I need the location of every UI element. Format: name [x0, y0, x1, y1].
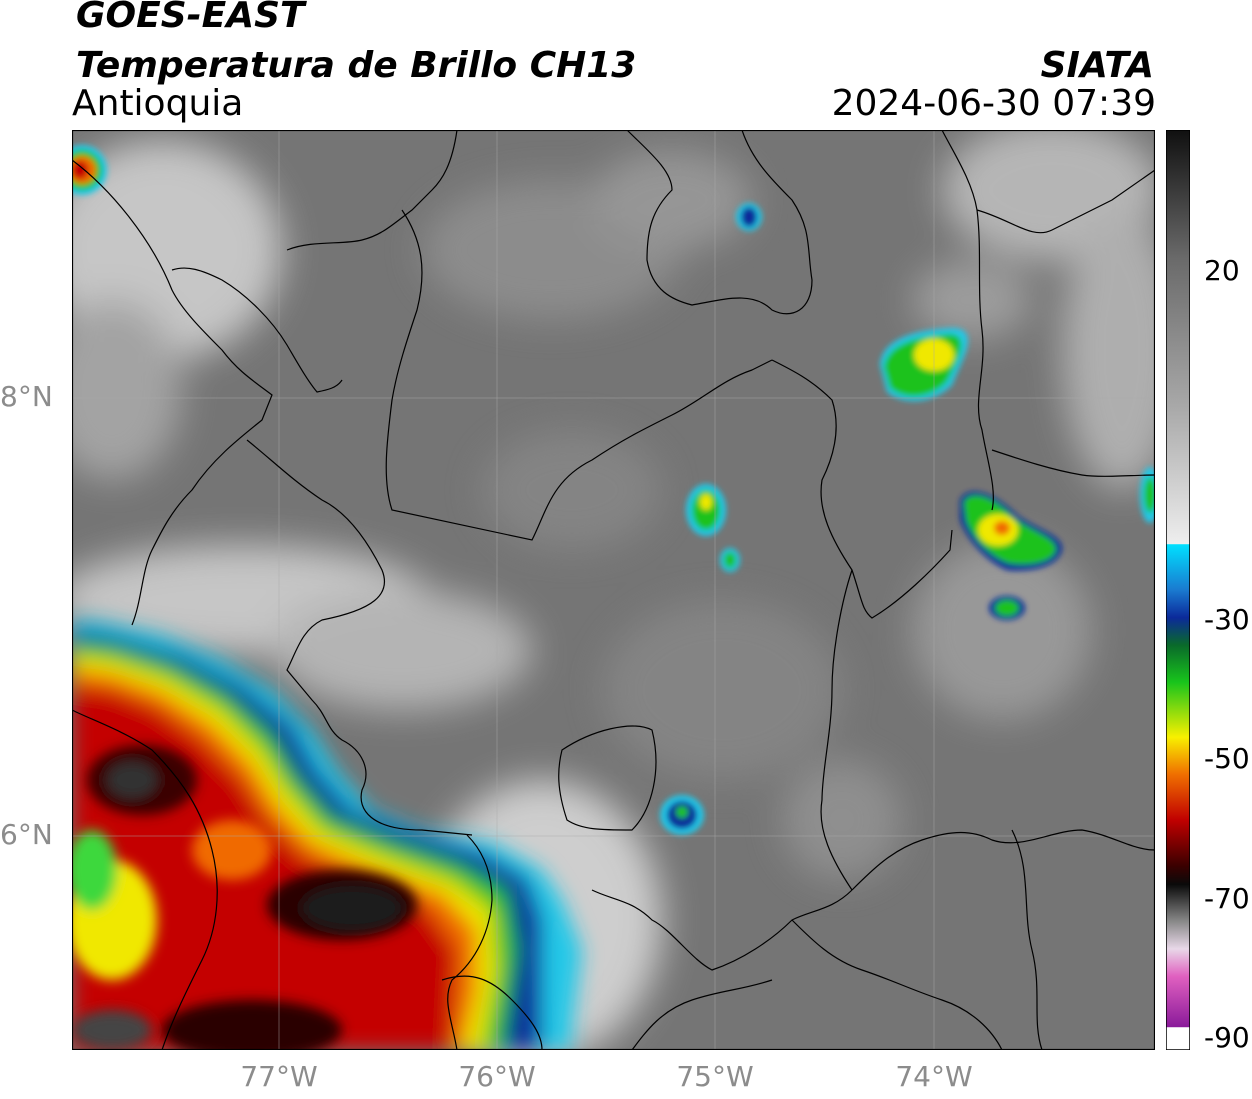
coastline-pacific [171, 267, 343, 393]
cloud-center-1 [602, 600, 842, 780]
region-label: Antioquia [72, 83, 244, 124]
colorbar [1166, 130, 1190, 1050]
colorbar-tick-minus30: -30 [1204, 603, 1250, 636]
storm-cell-center [686, 484, 740, 572]
storm-sw-orange-pocket [192, 820, 272, 880]
storm-sw-core-2 [107, 762, 157, 798]
dept-border-west [286, 130, 458, 251]
satellite-title: GOES-EAST [76, 0, 305, 36]
dept-border-chocó [246, 439, 473, 836]
dept-border-choco-s [72, 709, 218, 1050]
storm-sw-core-6 [72, 1010, 152, 1050]
storm-cell-nw [72, 145, 107, 195]
satellite-map [72, 130, 1155, 1050]
lon-label-75w: 75°W [676, 1060, 754, 1093]
dept-border-south-f [441, 975, 543, 1050]
storm-cell-south [660, 795, 704, 835]
cloud-ne-2 [1062, 210, 1155, 490]
storm-cell-ne [880, 328, 968, 402]
lon-label-74w: 74°W [895, 1060, 973, 1093]
dept-border-south-a [558, 725, 657, 831]
lat-label-8n: 8°N [0, 380, 53, 413]
colorbar-tick-minus70: -70 [1204, 882, 1250, 915]
dept-border-e2 [1011, 829, 1043, 1050]
cloud-center-2 [482, 430, 662, 550]
colorbar-tick-minus90: -90 [1204, 1021, 1250, 1054]
lat-label-6n: 6°N [0, 818, 53, 851]
storm-sw-core-4 [302, 886, 402, 930]
river-cauca [820, 569, 853, 891]
boundaries [72, 130, 1155, 1050]
dept-border-ne [941, 130, 994, 511]
cloud-south-1 [782, 760, 902, 880]
dept-border-ne3 [991, 449, 1155, 477]
storm-sw-core-5 [162, 1000, 342, 1050]
colorbar-tick-20: 20 [1204, 254, 1240, 287]
storm-sw-green-pocket [72, 830, 117, 910]
brand-label: SIATA [1040, 45, 1154, 86]
dept-border-north-2 [626, 130, 813, 315]
gridlines [72, 130, 1155, 1050]
coastline-uraba [72, 159, 273, 626]
cloud-west-band-2 [272, 590, 532, 710]
lon-label-76w: 76°W [458, 1060, 536, 1093]
dept-border-south-d [791, 919, 1003, 1050]
dept-border-ne2 [976, 169, 1155, 234]
cloud-north-2 [592, 150, 752, 250]
timestamp-label: 2024-06-30 07:39 [831, 83, 1156, 124]
colorbar-tick-minus50: -50 [1204, 742, 1250, 775]
storm-cell-north [736, 203, 762, 231]
dept-border-south-e [631, 979, 773, 1050]
lon-label-77w: 77°W [240, 1060, 318, 1093]
product-title: Temperatura de Brillo CH13 [76, 45, 637, 86]
dept-border-south-g [447, 834, 493, 1050]
dept-border-north [385, 209, 773, 541]
cloud-nw-2 [72, 300, 182, 480]
cloud-ne-3 [912, 260, 1032, 340]
map-frame [72, 130, 1155, 1050]
cloud-east-1 [912, 540, 1092, 720]
dept-border-south-b [591, 889, 853, 971]
storm-cell-east [960, 467, 1155, 620]
dept-border-east [771, 359, 953, 619]
dept-border-south-c [851, 829, 1155, 891]
